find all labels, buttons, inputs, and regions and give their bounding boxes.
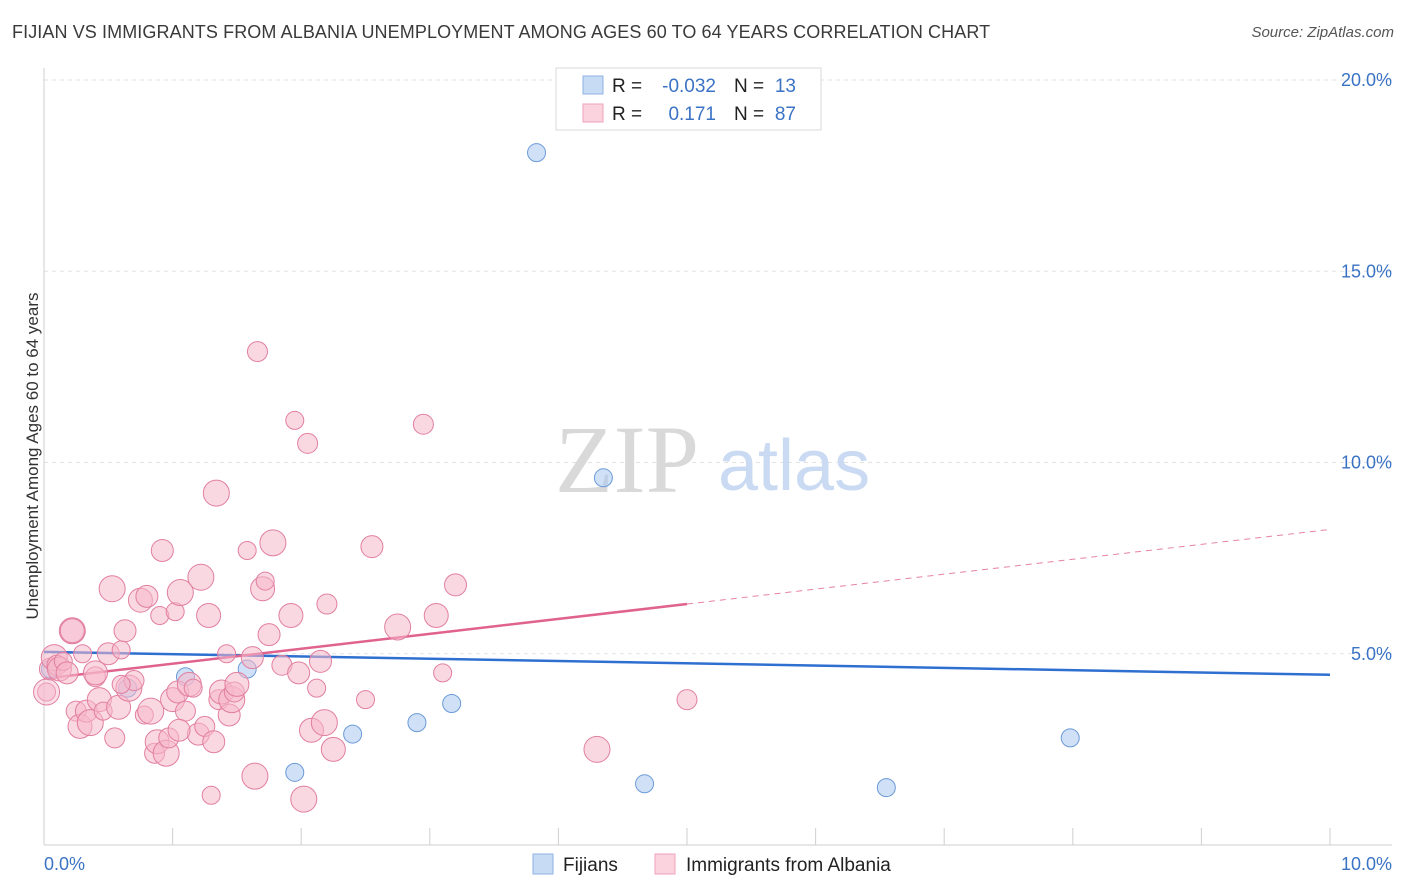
point-albania (412, 413, 434, 435)
source-credit: Source: ZipAtlas.com (1251, 24, 1394, 41)
point-albania (111, 640, 131, 660)
x-ticks: 0.0% 10.0% (44, 828, 1392, 874)
point-fijians (442, 693, 462, 713)
series-swatch-albania (654, 853, 676, 875)
point-albania (113, 619, 137, 643)
y-tick-label: 10.0% (1341, 453, 1392, 473)
point-albania (135, 584, 159, 608)
series-swatch-fijians (532, 853, 554, 875)
legend-r-value: 0.171 (668, 104, 716, 125)
point-albania (290, 785, 318, 813)
point-albania (98, 575, 126, 603)
point-albania (320, 736, 346, 762)
grid (44, 79, 1392, 655)
point-fijians (1060, 728, 1080, 748)
y-tick-label: 15.0% (1341, 261, 1392, 281)
point-albania (444, 573, 468, 597)
point-albania (246, 341, 268, 363)
point-fijians (876, 778, 896, 798)
point-albania (111, 674, 131, 694)
point-albania (316, 593, 338, 615)
x-tick-label: 10.0% (1341, 854, 1392, 874)
watermark-zip: ZIP (555, 406, 699, 513)
point-albania (187, 563, 215, 591)
point-albania (307, 678, 327, 698)
point-albania (104, 727, 126, 749)
legend-n-value: 13 (775, 76, 796, 97)
point-albania (137, 697, 165, 725)
point-albania (360, 535, 384, 559)
chart-title: FIJIAN VS IMMIGRANTS FROM ALBANIA UNEMPL… (12, 22, 991, 42)
point-albania (166, 579, 194, 607)
point-albania (384, 613, 412, 641)
point-albania (257, 623, 281, 647)
point-albania (202, 730, 226, 754)
point-albania (59, 618, 85, 644)
point-albania (308, 649, 332, 673)
point-albania (240, 646, 264, 670)
point-fijians (343, 724, 363, 744)
point-albania (259, 529, 287, 557)
point-albania (183, 678, 203, 698)
point-fijians (593, 468, 613, 488)
y-axis-label: Unemployment Among Ages 60 to 64 years (23, 293, 42, 620)
point-albania (278, 603, 304, 628)
legend-swatch-fijians (582, 75, 604, 95)
point-albania (196, 603, 222, 628)
point-albania (287, 661, 311, 685)
point-albania (202, 479, 230, 507)
legend-n-label: N = (734, 104, 764, 125)
point-albania (82, 660, 108, 686)
legend-n-label: N = (734, 76, 764, 97)
point-albania (33, 678, 61, 706)
y-ticks: 5.0% 10.0% 15.0% 20.0% (1341, 70, 1392, 664)
point-fijians (407, 713, 427, 733)
point-fijians (285, 762, 305, 782)
point-albania (167, 718, 191, 742)
point-albania (241, 762, 269, 790)
watermark: ZIP atlas (555, 406, 870, 513)
point-albania (217, 644, 237, 664)
point-albania (55, 661, 79, 685)
point-albania (37, 682, 57, 702)
legend-r-label: R = (612, 76, 642, 97)
trend-lines (43, 528, 1331, 680)
point-albania (237, 540, 257, 560)
point-albania (583, 735, 611, 763)
series-legend: Fijians Immigrants from Albania (532, 853, 891, 876)
legend-n-value: 87 (775, 104, 796, 125)
point-albania (58, 617, 86, 645)
y-tick-label: 20.0% (1341, 70, 1392, 90)
point-albania (676, 689, 698, 711)
point-albania (423, 603, 449, 628)
trend-line-albania (43, 602, 688, 680)
point-albania (201, 785, 221, 805)
point-albania (73, 644, 93, 664)
data-points (33, 143, 1080, 813)
point-albania (297, 432, 319, 454)
watermark-atlas: atlas (718, 426, 870, 506)
point-albania (433, 663, 453, 683)
point-albania (285, 410, 305, 430)
point-albania (255, 571, 275, 591)
point-fijians (635, 774, 655, 794)
axes (43, 68, 1392, 846)
trend-line-albania-extension (686, 528, 1331, 605)
point-albania (150, 538, 174, 562)
series-label-albania: Immigrants from Albania (686, 855, 891, 876)
legend-r-label: R = (612, 104, 642, 125)
legend-swatch-albania (582, 103, 604, 123)
y-tick-label: 5.0% (1351, 644, 1392, 664)
series-label-fijians: Fijians (563, 855, 618, 876)
point-albania (310, 709, 338, 737)
point-fijians (527, 143, 547, 163)
correlation-legend: R = -0.032 N = 13 R = 0.171 N = 87 (555, 67, 822, 131)
legend-r-value: -0.032 (662, 76, 716, 97)
point-albania (174, 700, 196, 722)
point-albania (356, 690, 375, 710)
point-albania (224, 671, 250, 697)
x-tick-label: 0.0% (44, 854, 85, 874)
